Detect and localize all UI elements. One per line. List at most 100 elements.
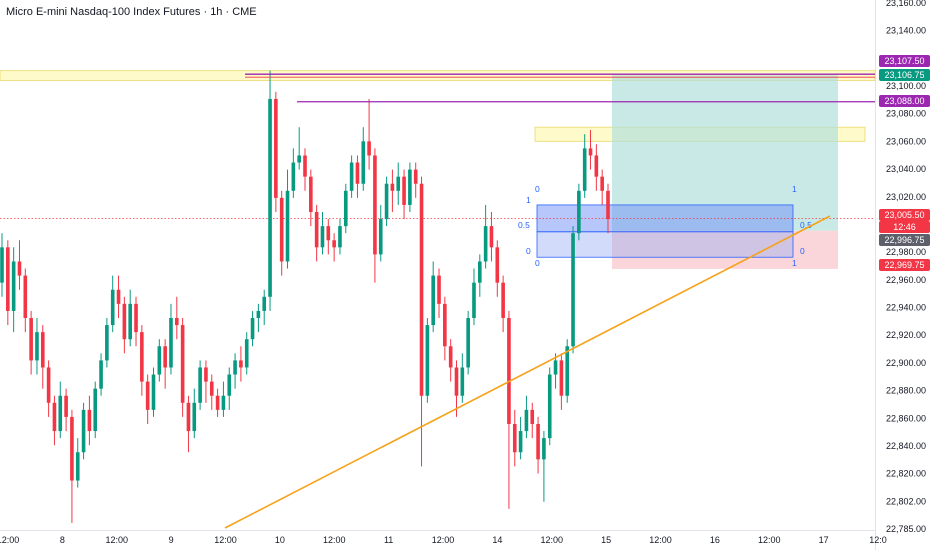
candle-body (332, 240, 336, 248)
candle-body (431, 275, 435, 326)
candle-body (215, 395, 220, 410)
candle-body (378, 219, 383, 255)
candle-body (291, 162, 296, 191)
price-tag-label: 23,106.75 (884, 70, 924, 80)
candle-body (536, 424, 540, 460)
candle-body (11, 261, 16, 311)
candle-body (367, 141, 371, 156)
candle-body (192, 402, 197, 432)
candle-body (495, 247, 500, 283)
candle-body (524, 409, 529, 432)
x-tick-label: 11 (384, 535, 393, 545)
fib-level-label: 0 (800, 246, 805, 256)
price-tag (879, 259, 930, 271)
candle-body (571, 233, 575, 347)
y-tick-label: 22,960.00 (886, 275, 926, 285)
candle-body (58, 395, 63, 432)
price-tag-label: 23,088.00 (884, 96, 924, 106)
candle-body (285, 190, 290, 262)
y-tick-label: 22,900.00 (886, 358, 926, 368)
y-tick-label: 22,802.00 (886, 496, 926, 506)
x-tick-label: 17 (819, 535, 829, 545)
candle-body (547, 374, 552, 439)
y-tick-label: 23,100.00 (886, 81, 926, 91)
candle-body (52, 402, 57, 432)
y-tick-label: 23,160.00 (886, 0, 926, 8)
candle-body (361, 141, 366, 184)
supply-zone (0, 70, 876, 81)
candle-body (373, 155, 377, 255)
price-tag (879, 221, 930, 233)
candle-body (40, 332, 45, 368)
fib-level-label: 0.5 (518, 220, 530, 230)
y-tick-label: 23,040.00 (886, 164, 926, 174)
candle-body (122, 303, 127, 340)
x-tick-label: 9 (169, 535, 174, 545)
candle-body (157, 346, 162, 375)
x-tick-label: 14 (492, 535, 502, 545)
candle-body (17, 261, 22, 276)
candle-body (64, 395, 68, 417)
candle-body (128, 303, 132, 340)
y-tick-label: 22,880.00 (886, 386, 926, 396)
candle-body (186, 402, 191, 432)
candle-body (105, 325, 109, 361)
y-tick-label: 22,920.00 (886, 330, 926, 340)
fib-level-label: 0 (535, 184, 540, 194)
x-tick-label: 12:00 (649, 535, 672, 545)
price-tag (879, 234, 930, 246)
candle-body (582, 148, 587, 191)
fib-level-label: 1 (526, 195, 531, 205)
candle-body (140, 332, 144, 382)
candle-body (268, 98, 272, 297)
x-tick-label: 12:00 (758, 535, 781, 545)
candle-body (448, 346, 453, 368)
x-tick-label: 15 (601, 535, 611, 545)
candle-body (460, 367, 465, 396)
x-tick-label: 8 (60, 535, 65, 545)
stop-zone (612, 230, 838, 269)
candle-body (87, 409, 92, 432)
candle-body (233, 360, 237, 375)
y-tick-label: 22,840.00 (886, 441, 926, 451)
candle-body (594, 155, 599, 177)
x-tick-label: 12:00 (540, 535, 563, 545)
price-tag-label: 12:46 (893, 222, 916, 232)
candle-body (93, 388, 98, 432)
candle-body (542, 438, 546, 460)
x-tick-label: 16 (710, 535, 720, 545)
candle-body (478, 261, 482, 283)
candle-body (355, 162, 360, 184)
candle-body (483, 226, 488, 262)
y-tick-label: 23,060.00 (886, 136, 926, 146)
candle-body (437, 275, 441, 304)
candle-body (274, 98, 278, 198)
price-tag (879, 209, 930, 221)
candle-body (419, 183, 424, 396)
candle-body (518, 431, 523, 453)
candle-body (70, 416, 74, 481)
fib-level-label: 1 (792, 258, 797, 268)
candle-body (134, 303, 138, 333)
candle-body (279, 197, 284, 262)
candle-body (501, 282, 505, 318)
candle-body (507, 318, 511, 424)
fib-level-label: 0 (535, 258, 540, 268)
candle-body (0, 247, 4, 283)
candle-body (326, 226, 331, 241)
candle-body (588, 148, 593, 156)
candle-body (204, 367, 208, 382)
price-tag-label: 23,005.50 (884, 210, 924, 220)
y-tick-label: 22,820.00 (886, 469, 926, 479)
candle-body (384, 183, 389, 220)
candle-body (99, 360, 103, 389)
chart-title: Micro E-mini Nasdaq-100 Index Futures · … (6, 6, 257, 18)
candle-body (6, 247, 10, 311)
candle-body (338, 226, 342, 248)
candle-body (349, 162, 354, 191)
x-tick-label: 12:00 (214, 535, 237, 545)
candle-body (425, 325, 430, 396)
candle-body (489, 226, 494, 248)
candle-body (75, 452, 80, 481)
